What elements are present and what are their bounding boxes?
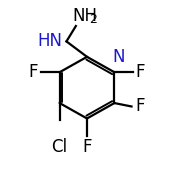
Text: F: F — [136, 63, 145, 81]
Text: F: F — [82, 138, 92, 156]
Text: HN: HN — [37, 33, 62, 50]
Text: NH: NH — [72, 7, 97, 25]
Text: F: F — [29, 63, 38, 81]
Text: 2: 2 — [89, 13, 97, 26]
Text: N: N — [112, 48, 125, 66]
Text: Cl: Cl — [52, 138, 68, 156]
Text: F: F — [136, 97, 145, 115]
